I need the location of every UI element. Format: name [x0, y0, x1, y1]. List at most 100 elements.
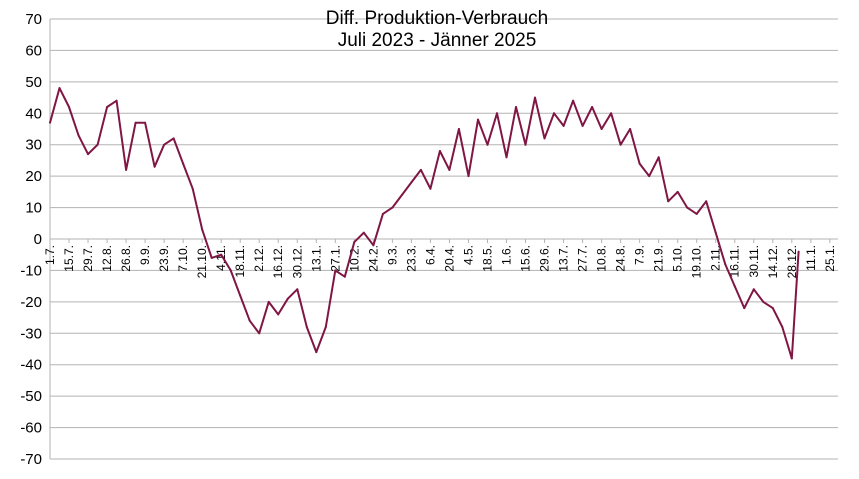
data-point	[134, 121, 137, 124]
x-tick-label: 15.6.	[519, 245, 533, 272]
data-point	[790, 357, 793, 360]
data-point	[400, 194, 403, 196]
gridlines	[49, 18, 838, 460]
x-tick-label: 29.6.	[538, 245, 552, 272]
data-point	[515, 106, 518, 108]
x-tick-label: 21.9.	[652, 245, 666, 272]
data-point	[220, 253, 223, 256]
x-tick-label: 18.11.	[233, 245, 247, 277]
data-point	[733, 285, 736, 288]
data-point	[591, 106, 594, 108]
y-tick-label: -20	[20, 294, 42, 311]
y-tick-label: 60	[25, 42, 42, 59]
x-tick-label: 16.11.	[728, 245, 742, 277]
x-tick-label: 10.8.	[595, 245, 609, 272]
data-point	[77, 134, 80, 137]
x-tick-label: 23.9.	[157, 245, 171, 272]
data-point	[657, 156, 660, 159]
x-tick-label: 1.6.	[499, 245, 513, 265]
y-tick-label: -40	[20, 357, 42, 374]
data-point	[106, 106, 109, 108]
x-tick-label: 24.2.	[366, 245, 380, 272]
x-tick-label: 14.12.	[766, 245, 780, 278]
data-point	[705, 200, 708, 203]
data-point	[534, 96, 537, 99]
y-tick-label: -70	[20, 451, 42, 468]
x-axis-ticks: 1.7. 15.7. 29.7. 12.8. 26.8. 9.9. 23.9. 7.10. 21…	[43, 239, 837, 278]
data-point	[752, 288, 755, 291]
x-tick-label: 2.12.	[252, 245, 266, 272]
data-point	[248, 319, 251, 322]
x-tick-label: 12.8.	[100, 245, 114, 272]
x-tick-label: 9.3.	[385, 245, 399, 265]
x-tick-label: 25.1.	[823, 245, 837, 272]
x-tick-label: 27.7.	[576, 245, 590, 272]
y-axis-ticks: 70 60 50 40 30 20 10 0 -10 -20 -30 -40 -50 -60 -70	[20, 11, 42, 468]
data-point	[781, 326, 784, 328]
x-tick-label: 5.10.	[671, 245, 685, 272]
data-point	[286, 297, 289, 300]
x-tick-label: 7.10.	[176, 245, 190, 272]
y-tick-label: -30	[20, 325, 42, 342]
y-tick-label: 20	[25, 168, 42, 185]
x-tick-label: 21.10.	[195, 245, 209, 278]
data-point	[172, 137, 175, 140]
x-tick-label: 27.1.	[328, 245, 342, 272]
data-point	[495, 112, 498, 115]
x-tick-label: 11.1.	[804, 245, 818, 271]
data-point	[543, 137, 546, 140]
data-point	[391, 206, 394, 209]
data-point	[486, 143, 489, 146]
chart-title: Diff. Produktion-Verbrauch	[326, 8, 549, 29]
data-point	[210, 256, 213, 259]
data-point	[58, 87, 61, 90]
data-point	[315, 351, 318, 354]
data-point	[676, 190, 679, 193]
y-tick-label: -60	[20, 420, 42, 437]
data-point	[743, 307, 746, 310]
data-point	[762, 300, 765, 303]
y-tick-label: 10	[25, 200, 42, 217]
chart-subtitle: Juli 2023 - Jänner 2025	[338, 30, 537, 51]
x-tick-label: 4.11.	[214, 245, 228, 271]
data-point	[553, 112, 556, 115]
y-tick-label: 40	[25, 105, 42, 122]
data-point	[648, 175, 651, 178]
x-tick-label: 30.12.	[290, 245, 304, 278]
data-point	[610, 112, 613, 115]
data-point	[797, 250, 800, 253]
x-tick-label: 9.9.	[138, 245, 152, 265]
x-tick-label: 15.7.	[62, 245, 76, 272]
y-tick-label: 50	[25, 74, 42, 91]
data-point	[324, 326, 327, 328]
data-point	[229, 269, 232, 272]
data-point	[153, 165, 156, 168]
data-point	[467, 175, 470, 178]
x-tick-label: 13.1.	[309, 245, 323, 272]
x-tick-label: 7.9.	[633, 245, 647, 265]
data-point	[334, 269, 337, 272]
data-point	[258, 332, 261, 335]
data-point	[686, 206, 689, 209]
data-point	[695, 212, 698, 215]
data-point	[505, 156, 508, 159]
data-point	[49, 121, 51, 124]
data-point	[277, 313, 280, 316]
data-point	[619, 143, 622, 146]
data-point	[629, 128, 632, 130]
data-point	[524, 143, 527, 146]
data-point	[410, 181, 413, 184]
x-tick-label: 4.5.	[461, 245, 475, 265]
data-point	[191, 187, 194, 190]
data-point	[448, 168, 451, 171]
data-point	[572, 99, 575, 102]
data-point	[182, 162, 185, 165]
x-tick-label: 13.7.	[557, 245, 571, 272]
data-point	[667, 200, 670, 203]
x-tick-label: 24.8.	[614, 245, 628, 272]
x-tick-label: 6.4.	[423, 245, 437, 265]
series-line	[49, 87, 800, 360]
data-point	[239, 294, 242, 297]
y-tick-label: 0	[34, 231, 42, 248]
data-point	[714, 231, 717, 234]
